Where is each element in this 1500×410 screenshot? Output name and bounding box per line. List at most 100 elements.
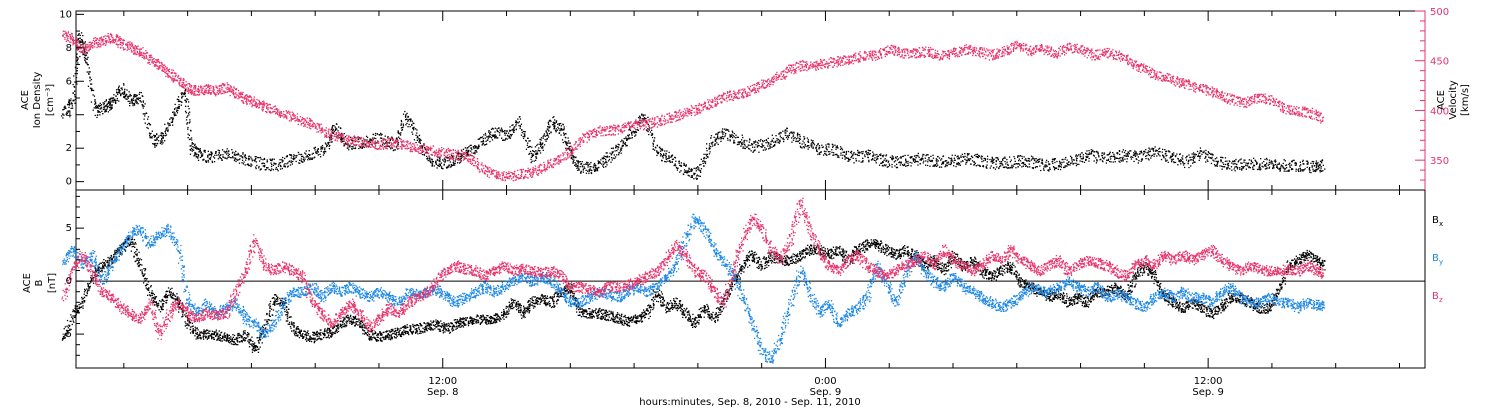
density-point — [194, 154, 196, 156]
velocity-point — [171, 72, 173, 74]
density-point — [727, 129, 729, 131]
density-point — [234, 152, 236, 154]
density-point — [1172, 158, 1175, 160]
density-point — [673, 164, 675, 167]
density-point — [447, 165, 449, 168]
velocity-point — [312, 122, 314, 124]
density-point — [1211, 153, 1213, 155]
density-point — [418, 134, 421, 137]
density-point — [1162, 148, 1164, 150]
density-point — [729, 136, 731, 138]
density-point — [527, 146, 529, 148]
density-point — [320, 156, 322, 158]
density-point — [415, 141, 417, 144]
density-point — [878, 164, 881, 166]
density-point — [545, 130, 547, 132]
density-point — [76, 60, 78, 62]
density-point — [791, 132, 793, 134]
density-point — [713, 144, 716, 146]
density-point — [797, 132, 799, 134]
density-point — [1079, 155, 1081, 157]
velocity-point — [288, 120, 291, 122]
density-point — [647, 123, 649, 126]
density-point — [210, 157, 212, 159]
density-point — [850, 156, 852, 159]
density-point — [1067, 163, 1069, 165]
density-point — [935, 158, 937, 160]
density-point — [1123, 151, 1126, 154]
density-point — [227, 156, 229, 158]
density-point — [431, 162, 433, 164]
density-point — [1192, 162, 1194, 164]
velocity-point — [230, 90, 233, 92]
density-point — [300, 158, 303, 160]
density-point — [937, 164, 939, 166]
density-point — [979, 165, 981, 167]
density-point — [880, 153, 882, 155]
density-point — [860, 151, 863, 153]
density-point — [1094, 151, 1096, 153]
density-point — [1153, 150, 1155, 152]
density-point — [203, 149, 205, 152]
density-point — [116, 99, 118, 101]
density-point — [439, 160, 441, 162]
density-point — [375, 137, 377, 140]
velocity-point — [127, 45, 129, 47]
density-point — [791, 131, 793, 133]
density-point — [1028, 158, 1030, 160]
velocity-point — [187, 83, 189, 85]
velocity-point — [179, 77, 181, 80]
density-point — [1075, 162, 1077, 164]
velocity-point — [249, 95, 251, 98]
density-point — [934, 165, 936, 167]
density-point — [426, 158, 428, 160]
density-point — [79, 34, 81, 36]
velocity-point — [244, 94, 247, 97]
density-point — [900, 162, 902, 164]
density-point — [582, 171, 584, 173]
density-point — [1305, 160, 1308, 162]
velocity-point — [198, 85, 200, 87]
density-point — [176, 112, 179, 114]
velocity-point — [232, 90, 234, 92]
velocity-point — [275, 112, 277, 114]
density-point — [682, 173, 684, 175]
density-point — [151, 135, 153, 138]
density-point — [1130, 150, 1132, 152]
velocity-point — [288, 112, 290, 114]
density-point — [916, 160, 918, 163]
density-point — [415, 128, 417, 130]
velocity-point — [296, 119, 298, 121]
density-point — [688, 175, 690, 177]
density-point — [921, 158, 924, 160]
velocity-point — [246, 100, 248, 102]
density-point — [1081, 152, 1083, 154]
density-point — [429, 161, 432, 164]
density-point — [996, 166, 998, 168]
density-point — [524, 134, 526, 136]
density-point — [475, 150, 477, 152]
velocity-point — [266, 107, 268, 109]
density-point — [765, 139, 768, 142]
density-point — [177, 96, 180, 98]
density-point — [461, 154, 463, 157]
density-point — [322, 154, 325, 156]
density-point — [281, 159, 283, 161]
density-point — [1073, 159, 1075, 161]
velocity-point — [158, 62, 161, 64]
density-point — [1262, 166, 1264, 168]
density-point — [735, 134, 737, 136]
density-point — [139, 91, 141, 94]
density-point — [497, 131, 499, 133]
velocity-point — [271, 112, 273, 114]
velocity-point — [299, 116, 302, 118]
density-point — [886, 166, 888, 168]
density-point — [799, 135, 801, 138]
density-point — [275, 168, 277, 170]
velocity-point — [217, 89, 219, 92]
density-point — [427, 149, 430, 151]
density-point — [1143, 150, 1145, 153]
density-point — [435, 162, 437, 164]
density-point — [640, 122, 642, 124]
density-point — [843, 151, 845, 154]
